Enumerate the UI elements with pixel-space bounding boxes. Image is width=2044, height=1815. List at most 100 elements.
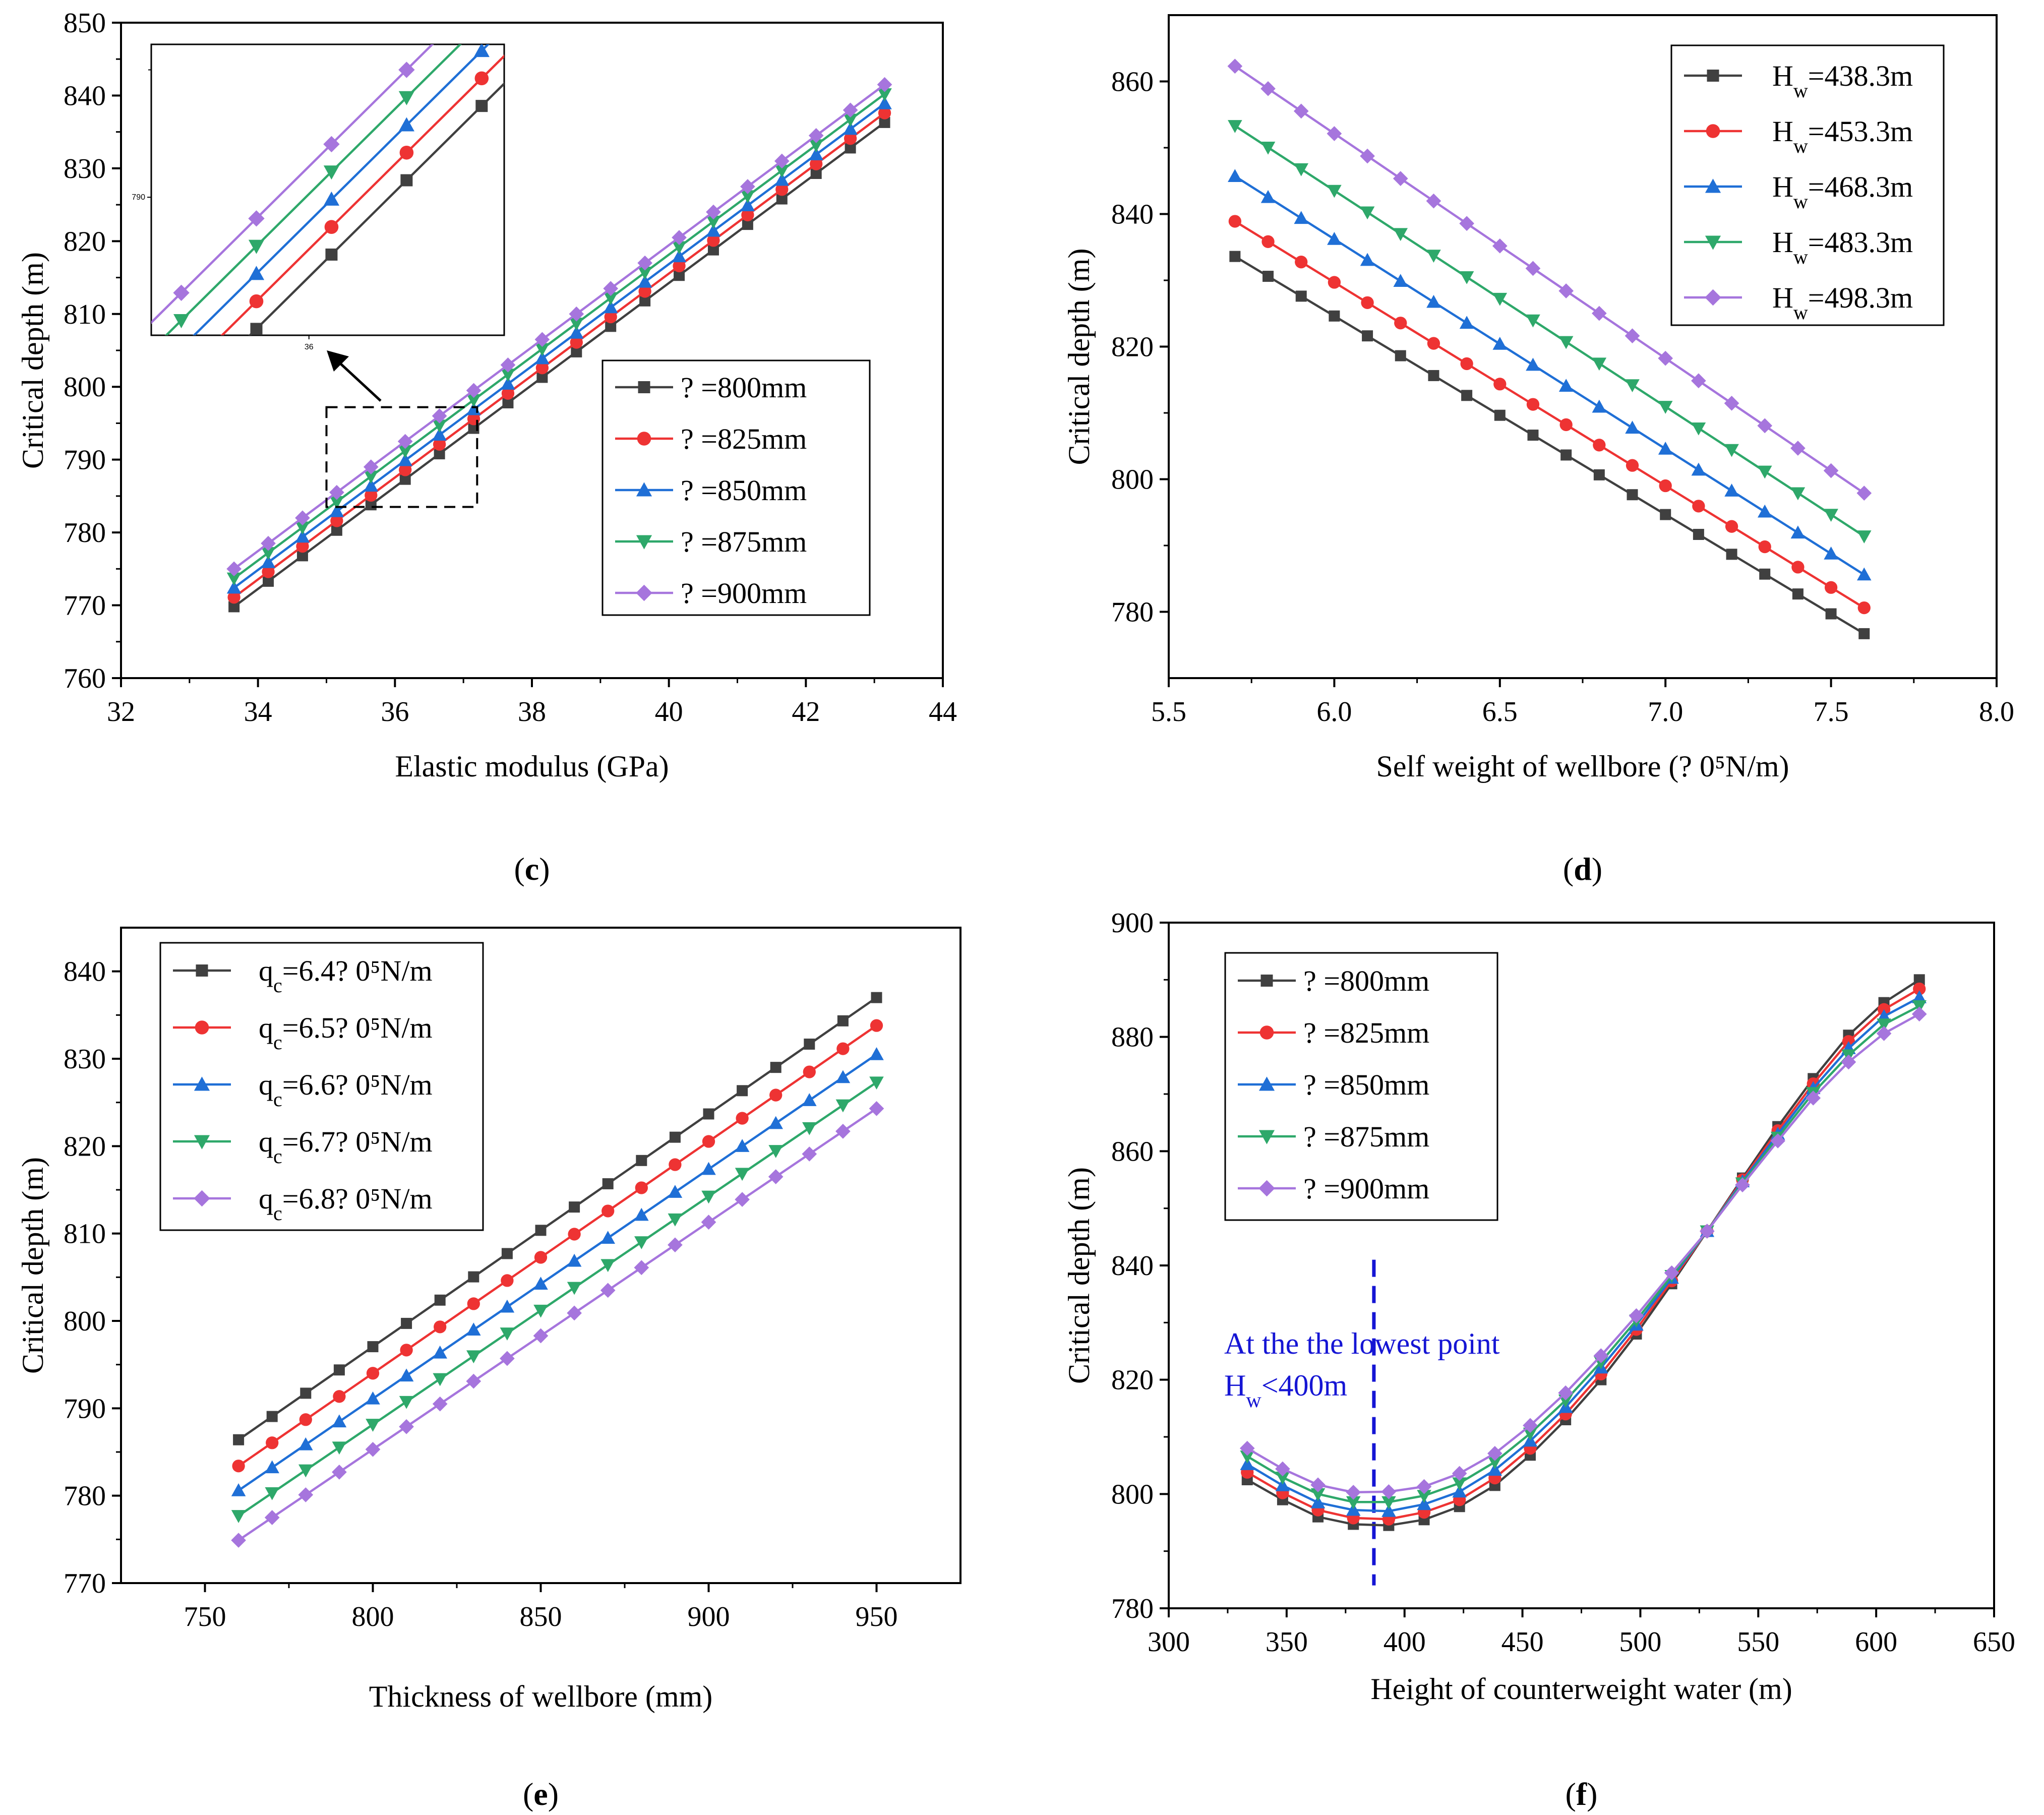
data-point [703,1108,714,1120]
data-point [736,1112,749,1125]
data-point [332,1441,347,1455]
data-point [706,223,721,237]
data-point [365,1441,381,1457]
data-point [433,1373,447,1386]
data-point [1658,350,1673,366]
data-point [637,255,652,271]
legend-marker [1258,1180,1275,1197]
data-point [802,1122,817,1135]
data-point [399,1368,414,1382]
legend-marker [1705,235,1721,250]
data-point [1825,608,1837,620]
data-point [638,285,651,298]
legend-marker [1705,289,1721,306]
data-point [1459,271,1474,284]
data-point [534,332,550,347]
x-tick-label: 400 [1384,1626,1426,1658]
series-line-4 [1246,1005,1920,1503]
data-point [533,1328,549,1344]
data-point [1726,549,1737,560]
inset-data-point [400,174,413,187]
inset-plot: 36 790 [132,43,505,351]
data-point [399,463,412,476]
data-point [1381,1504,1396,1517]
data-point [400,1344,413,1357]
x-tick-label: 6.5 [1482,696,1518,728]
data-point [1346,1485,1361,1500]
data-point [701,1215,716,1230]
data-point [1417,1490,1431,1503]
data-point [1791,561,1805,574]
data-point [774,153,790,169]
data-point [1487,1446,1502,1461]
data-point [1856,530,1872,543]
data-point [364,478,379,492]
data-point [634,1260,649,1276]
data-point [1294,163,1309,176]
data-point [835,1099,851,1113]
data-point [740,179,755,194]
data-point [1381,1484,1397,1499]
legend-label: Hw=453.3m [1772,115,1913,157]
data-point [637,274,652,288]
data-point [845,142,856,154]
panel-label: (e) [523,1776,559,1812]
x-tick-label: 44 [929,696,957,728]
zoom-arrow-head [327,350,349,372]
data-point [869,1047,884,1060]
data-point [804,1038,815,1050]
y-tick-label: 850 [64,8,106,39]
data-point [1856,567,1872,581]
data-point [535,343,550,356]
data-point [1260,81,1276,96]
y-tick-label: 830 [64,153,106,185]
data-point [1394,317,1407,330]
data-point [735,1139,750,1152]
y-tick-label: 780 [64,517,106,549]
data-point [1757,465,1772,479]
data-point [295,510,310,526]
data-point [364,470,379,484]
data-point [261,535,276,551]
legend-marker [1258,1130,1275,1144]
data-point [535,361,549,375]
panel-label: (f) [1566,1776,1598,1812]
data-point [500,1327,515,1341]
data-point [808,128,824,143]
data-point [1310,1477,1326,1493]
data-point [1527,430,1539,441]
data-point [466,1373,482,1389]
inset-series-line-4 [164,44,462,335]
y-tick-label: 820 [64,1131,106,1162]
data-point [706,204,721,220]
data-point [261,555,276,568]
y-tick-label: 790 [64,1393,106,1424]
y-tick-label: 770 [64,1568,106,1599]
data-point [329,496,344,509]
data-point [1240,1450,1255,1464]
data-point [468,1271,479,1283]
data-point [639,295,651,307]
data-point [1790,441,1806,456]
x-tick-label: 36 [381,696,409,728]
data-point [567,1282,582,1295]
data-point [1629,1308,1644,1323]
legend: ? =800mm ? =825mm ? =850mm ? =875mm ? =900mm [602,359,871,616]
data-point [500,357,516,373]
data-point [603,281,619,296]
data-point [226,572,242,586]
data-point [1841,1054,1856,1070]
data-point [769,1088,783,1102]
data-point [603,292,618,306]
data-point [737,1085,748,1097]
legend-marker [194,1135,210,1150]
data-point [433,438,446,451]
y-tick-label: 860 [1111,1136,1154,1167]
data-point [774,164,790,178]
data-point [668,1185,683,1198]
data-point [636,1155,647,1166]
x-tick-label: 550 [1737,1626,1779,1658]
y-tick-label: 800 [64,372,106,403]
inset-data-layer [151,44,504,335]
data-point [1877,1018,1891,1032]
